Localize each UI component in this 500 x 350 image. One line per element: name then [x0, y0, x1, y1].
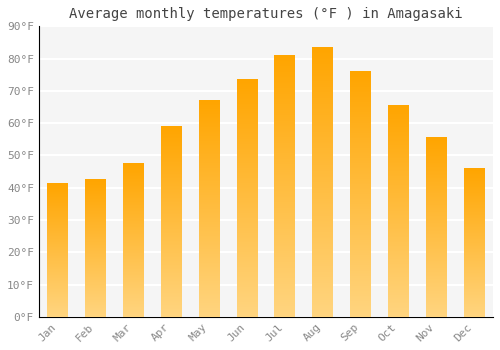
Title: Average monthly temperatures (°F ) in Amagasaki: Average monthly temperatures (°F ) in Am… — [69, 7, 462, 21]
